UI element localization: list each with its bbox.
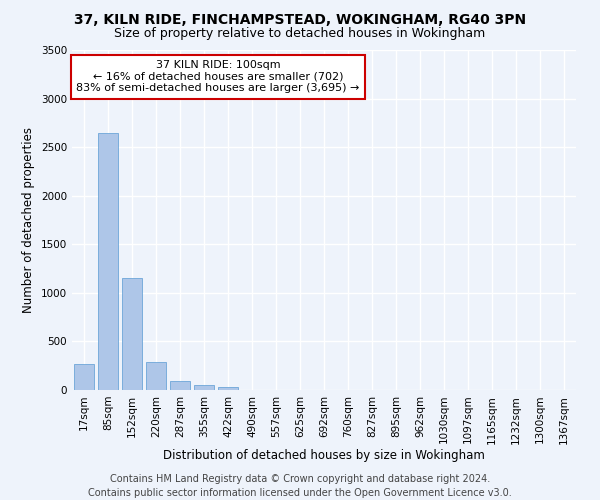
- Text: Size of property relative to detached houses in Wokingham: Size of property relative to detached ho…: [115, 28, 485, 40]
- Bar: [218, 386, 238, 390]
- Text: Contains HM Land Registry data © Crown copyright and database right 2024.
Contai: Contains HM Land Registry data © Crown c…: [88, 474, 512, 498]
- Bar: [74, 364, 94, 390]
- Bar: [122, 278, 142, 390]
- Text: 37, KILN RIDE, FINCHAMPSTEAD, WOKINGHAM, RG40 3PN: 37, KILN RIDE, FINCHAMPSTEAD, WOKINGHAM,…: [74, 12, 526, 26]
- Y-axis label: Number of detached properties: Number of detached properties: [22, 127, 35, 313]
- X-axis label: Distribution of detached houses by size in Wokingham: Distribution of detached houses by size …: [163, 449, 485, 462]
- Bar: [146, 362, 166, 390]
- Bar: [170, 382, 190, 390]
- Bar: [98, 132, 118, 390]
- Bar: [194, 385, 214, 390]
- Text: 37 KILN RIDE: 100sqm
← 16% of detached houses are smaller (702)
83% of semi-deta: 37 KILN RIDE: 100sqm ← 16% of detached h…: [76, 60, 360, 94]
